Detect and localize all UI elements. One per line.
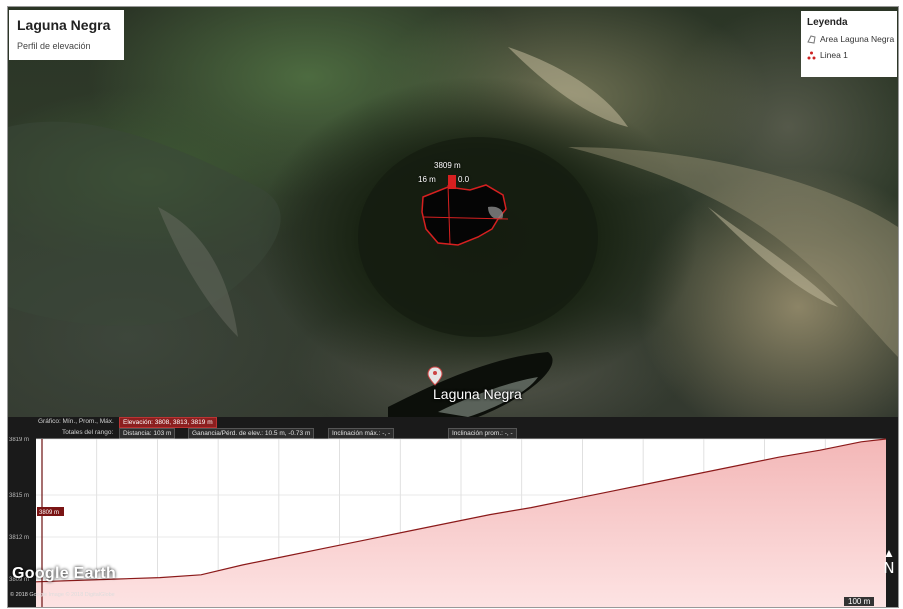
elevation-gain-stat: Ganancia/Pérd. de elev.: 10.5 m, -0.73 m [188,428,315,439]
placemark-pin-icon [427,366,443,386]
image-credit-label: Image © 2018 DigitalGlobe [48,592,115,598]
elevation-chart[interactable]: 3809 m 3812 m 3815 m 3819 m 3809 m [8,437,898,607]
title-box: Laguna Negra Perfil de elevación [9,10,124,60]
legend-item-line: Linea 1 [807,50,848,60]
polygon-icon [807,35,816,44]
elevation-marker-label: 3809 m [434,161,461,170]
map-title: Laguna Negra [17,17,111,33]
distance-stat: Distancia: 103 m [119,428,176,439]
distance-marker-label: 16 m [418,175,436,184]
north-arrow-icon: ▲ [883,546,895,560]
copyright-label: © 2018 Google [10,592,48,598]
range-totals-label: Totales del rango: [62,429,114,436]
legend-item-label: Linea 1 [820,50,848,60]
path-icon [807,51,816,60]
y-tick-label: 3815 m [9,493,29,499]
map-subtitle: Perfil de elevación [17,41,91,51]
y-tick-label: 3819 m [9,437,29,443]
legend-item-label: Area Laguna Negra [820,34,895,44]
distance-marker-label-2: 0.0 [458,175,470,184]
avg-slope-stat: Inclinación prom.: -, - [448,428,517,439]
max-slope-stat: Inclinación máx.: -, - [328,428,395,439]
cursor-value-box [37,507,64,516]
placemark-label[interactable]: Laguna Negra [433,386,522,402]
graph-stats-label: Gráfico: Mín., Prom., Máx. [38,418,114,425]
satellite-map[interactable]: 3809 m 16 m 0.0 Laguna Negra Laguna Negr… [8,7,898,417]
legend-item-area: Area Laguna Negra [807,34,894,44]
north-label: N [883,559,895,577]
google-earth-logo: Google Earth [12,565,117,582]
y-tick-label: 3812 m [9,535,29,541]
elevation-profile-panel: Gráfico: Mín., Prom., Máx. Elevación: 38… [8,417,898,607]
compass-north-icon[interactable]: ▲ N [880,547,898,597]
elevation-stats: Elevación: 3808, 3813, 3819 m [119,417,217,428]
legend-title: Leyenda [807,17,848,28]
scale-bar: 100 m [844,597,875,606]
elevation-line [35,438,887,583]
terrain-overlay [8,47,898,417]
legend: Leyenda Area Laguna Negra Linea 1 [801,11,897,77]
profile-line [447,184,451,246]
y-tick-label: 3809 m [9,577,29,583]
lake-area-polygon [421,184,507,246]
copyright-text: © 2018 Google Image © 2018 DigitalGlobe [10,592,115,598]
elevation-area [36,439,886,607]
google-earth-window: 3809 m 16 m 0.0 Laguna Negra Laguna Negr… [7,6,899,608]
cursor-value: 3809 m [39,510,59,516]
